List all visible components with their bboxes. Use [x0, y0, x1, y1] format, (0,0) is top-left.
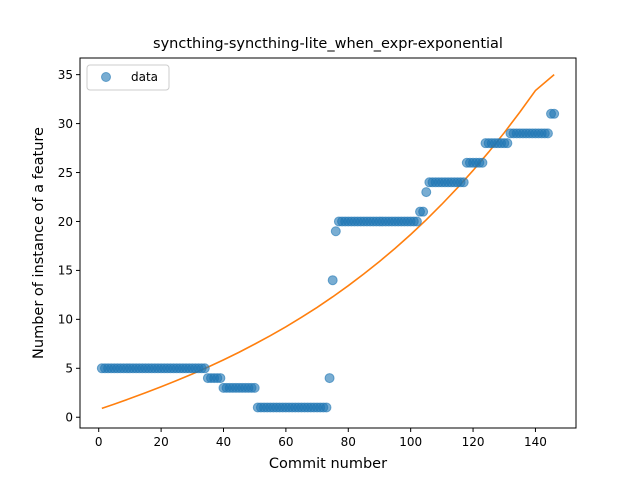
- plot-marks: [96, 74, 560, 413]
- data-point: [542, 128, 553, 139]
- data-point: [411, 216, 422, 227]
- x-axis: 0 20 40 60 80 100 120 140: [95, 428, 547, 449]
- data-point: [502, 138, 513, 149]
- y-tick-label: 15: [58, 264, 73, 278]
- y-axis: 0 5 10 15 20 25 30 35: [58, 68, 80, 425]
- data-point: [549, 108, 560, 119]
- legend-box: [86, 64, 170, 91]
- x-tick-label: 0: [95, 435, 103, 449]
- plot-frame: [79, 57, 577, 429]
- data-point: [324, 373, 335, 384]
- y-tick-label: 35: [58, 68, 73, 82]
- y-axis-label: Number of instance of a feature: [31, 127, 47, 359]
- legend: data: [86, 64, 170, 91]
- x-tick-label: 120: [462, 435, 485, 449]
- legend-label-data: data: [131, 70, 158, 84]
- data-point: [199, 363, 210, 374]
- data-point: [327, 275, 338, 286]
- y-tick-label: 0: [65, 411, 73, 425]
- data-point: [321, 402, 332, 413]
- legend-marker-data: [101, 72, 111, 82]
- y-tick-label: 20: [58, 215, 73, 229]
- x-tick-label: 80: [341, 435, 356, 449]
- y-tick-label: 25: [58, 166, 73, 180]
- data-point: [249, 382, 260, 393]
- data-point: [477, 157, 488, 168]
- x-tick-label: 140: [524, 435, 547, 449]
- y-tick-label: 30: [58, 117, 73, 131]
- x-tick-label: 20: [153, 435, 168, 449]
- data-point: [458, 177, 469, 188]
- x-tick-label: 100: [399, 435, 422, 449]
- data-point: [215, 373, 226, 384]
- chart-title: syncthing-syncthing-lite_when_expr-expon…: [153, 36, 503, 52]
- y-tick-label: 10: [58, 313, 73, 327]
- data-points: [96, 108, 560, 413]
- x-tick-label: 60: [278, 435, 293, 449]
- data-point: [418, 206, 429, 217]
- x-tick-label: 40: [216, 435, 231, 449]
- y-tick-label: 5: [65, 362, 73, 376]
- data-point: [421, 187, 432, 198]
- data-point: [330, 226, 341, 237]
- x-axis-label: Commit number: [269, 456, 387, 472]
